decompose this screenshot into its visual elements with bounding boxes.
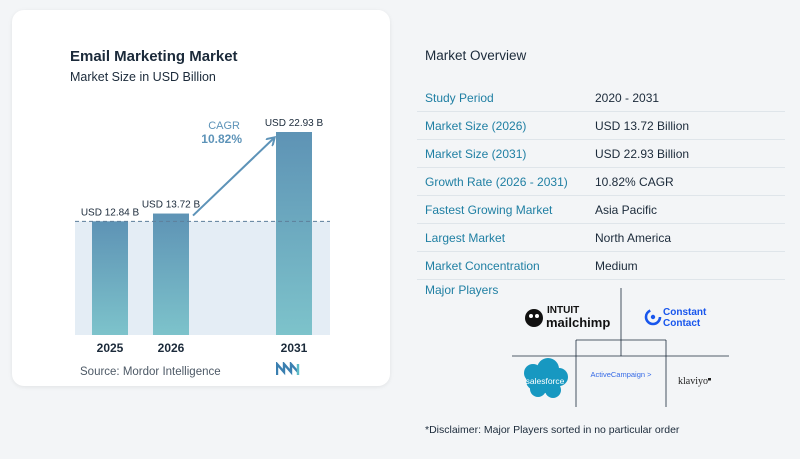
- overview-label: Largest Market: [425, 231, 506, 245]
- bar-chart: USD 12.84 B 2025 USD 13.72 B 2026 USD 22.93 …: [75, 118, 330, 355]
- bar-value-label: USD 12.84 B: [81, 207, 140, 218]
- bar-value-label: USD 13.72 B: [142, 200, 201, 211]
- overview-value: 10.82% CAGR: [595, 175, 674, 189]
- overview-row: Study Period 2020 - 2031: [417, 84, 785, 112]
- constant-contact-bottom: Contact: [663, 318, 701, 329]
- salesforce-logo-text: salesforce: [526, 376, 565, 386]
- activecampaign-logo: ActiveCampaign >: [590, 370, 652, 379]
- mordor-logo-icon: [276, 362, 300, 376]
- constant-contact-icon: [644, 308, 662, 326]
- category-label: 2031: [281, 341, 308, 355]
- klaviyo-logo: klaviyo: [678, 376, 708, 387]
- mailchimp-logo-top: INTUIT: [547, 305, 579, 316]
- cagr-arrow: [192, 138, 274, 217]
- overview-value: 2020 - 2031: [595, 91, 660, 105]
- bar-2025: [92, 221, 128, 335]
- overview-value: North America: [595, 231, 672, 245]
- overview-label: Growth Rate (2026 - 2031): [425, 175, 568, 189]
- bar-value-label: USD 22.93 B: [265, 118, 324, 129]
- overview-label: Fastest Growing Market: [425, 203, 553, 217]
- overview-row: Largest Market North America: [417, 224, 785, 252]
- bar-2026: [153, 213, 189, 335]
- overview-row: Market Concentration Medium: [417, 252, 785, 280]
- overview-value: Asia Pacific: [595, 203, 658, 217]
- overview-label: Market Size (2026): [425, 119, 527, 133]
- overview-row: Fastest Growing Market Asia Pacific: [417, 196, 785, 224]
- constant-contact-top: Constant: [663, 307, 707, 318]
- overview-value: USD 13.72 Billion: [595, 119, 690, 133]
- market-overview-table: Study Period 2020 - 2031 Market Size (202…: [417, 84, 785, 280]
- category-label: 2026: [158, 341, 185, 355]
- salesforce-cloud-icon: [524, 358, 568, 398]
- overview-row: Growth Rate (2026 - 2031) 10.82% CAGR: [417, 168, 785, 196]
- source-note: Source: Mordor Intelligence: [80, 366, 221, 378]
- major-players-title: Major Players: [425, 283, 499, 297]
- overview-row: Market Size (2026) USD 13.72 Billion: [417, 112, 785, 140]
- cagr-label: CAGR: [208, 120, 240, 132]
- overview-value: Medium: [595, 259, 638, 273]
- overview-row: Market Size (2031) USD 22.93 Billion: [417, 140, 785, 168]
- market-overview-title: Market Overview: [425, 48, 527, 63]
- constant-contact-logo: Constant Contact: [644, 307, 707, 329]
- cagr-value: 10.82%: [201, 132, 242, 146]
- bar-2031: [276, 132, 312, 335]
- disclaimer-note: *Disclaimer: Major Players sorted in no …: [425, 424, 680, 436]
- mailchimp-logo: INTUIT mailchimp: [525, 305, 610, 330]
- chart-title: Email Marketing Market: [70, 48, 238, 65]
- salesforce-logo: salesforce: [524, 358, 568, 398]
- mailchimp-logo-bottom: mailchimp: [546, 315, 610, 330]
- klaviyo-flag-icon: [708, 378, 711, 381]
- mailchimp-freddie-icon: [525, 309, 543, 327]
- overview-label: Market Concentration: [425, 259, 540, 273]
- overview-value: USD 22.93 Billion: [595, 147, 690, 161]
- chart-subtitle: Market Size in USD Billion: [70, 70, 216, 84]
- overview-label: Market Size (2031): [425, 147, 527, 161]
- overview-label: Study Period: [425, 91, 494, 105]
- category-label: 2025: [97, 341, 124, 355]
